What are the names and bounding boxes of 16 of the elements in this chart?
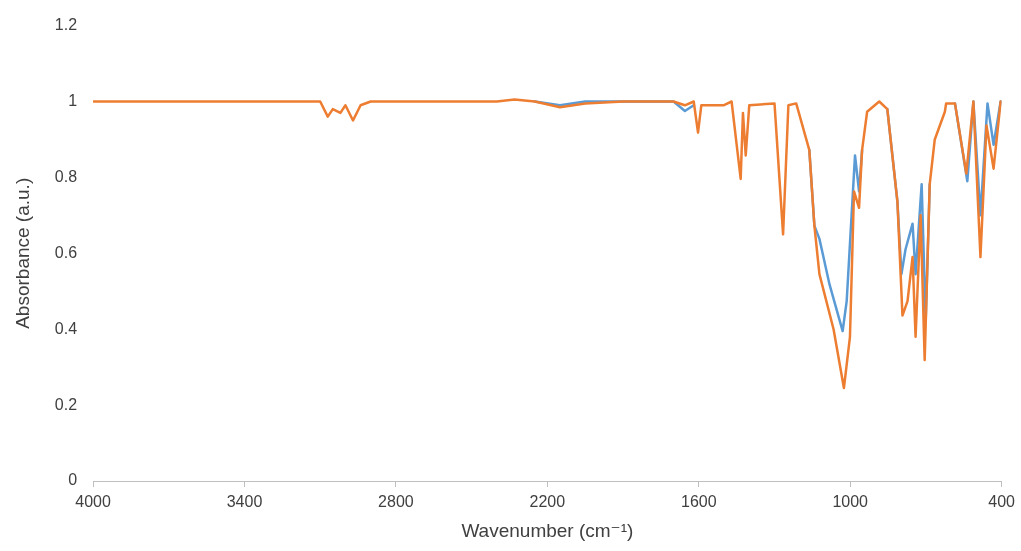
x-axis-title: Wavenumber (cm⁻¹) — [461, 519, 634, 541]
x-tick-label: 1600 — [680, 493, 717, 511]
y-tick-label: 0.8 — [54, 167, 78, 185]
y-tick-label: 0.2 — [54, 395, 78, 413]
x-tick-label: 3400 — [226, 493, 263, 511]
y-tick-label: 0.6 — [54, 243, 78, 261]
y-axis-title: Absorbance (a.u.) — [11, 177, 33, 329]
y-tick-label: 0.4 — [54, 319, 78, 337]
x-tick-label: 4000 — [75, 493, 111, 511]
x-tick-label: 2200 — [529, 493, 566, 511]
y-tick-label: 1 — [68, 91, 78, 109]
x-tick-label: 1000 — [832, 493, 869, 511]
y-tick-label: 0 — [68, 471, 78, 489]
x-tick-label: 400 — [988, 493, 1016, 511]
y-tick-label: 1.2 — [54, 16, 78, 34]
x-tick-label: 2800 — [378, 493, 414, 511]
